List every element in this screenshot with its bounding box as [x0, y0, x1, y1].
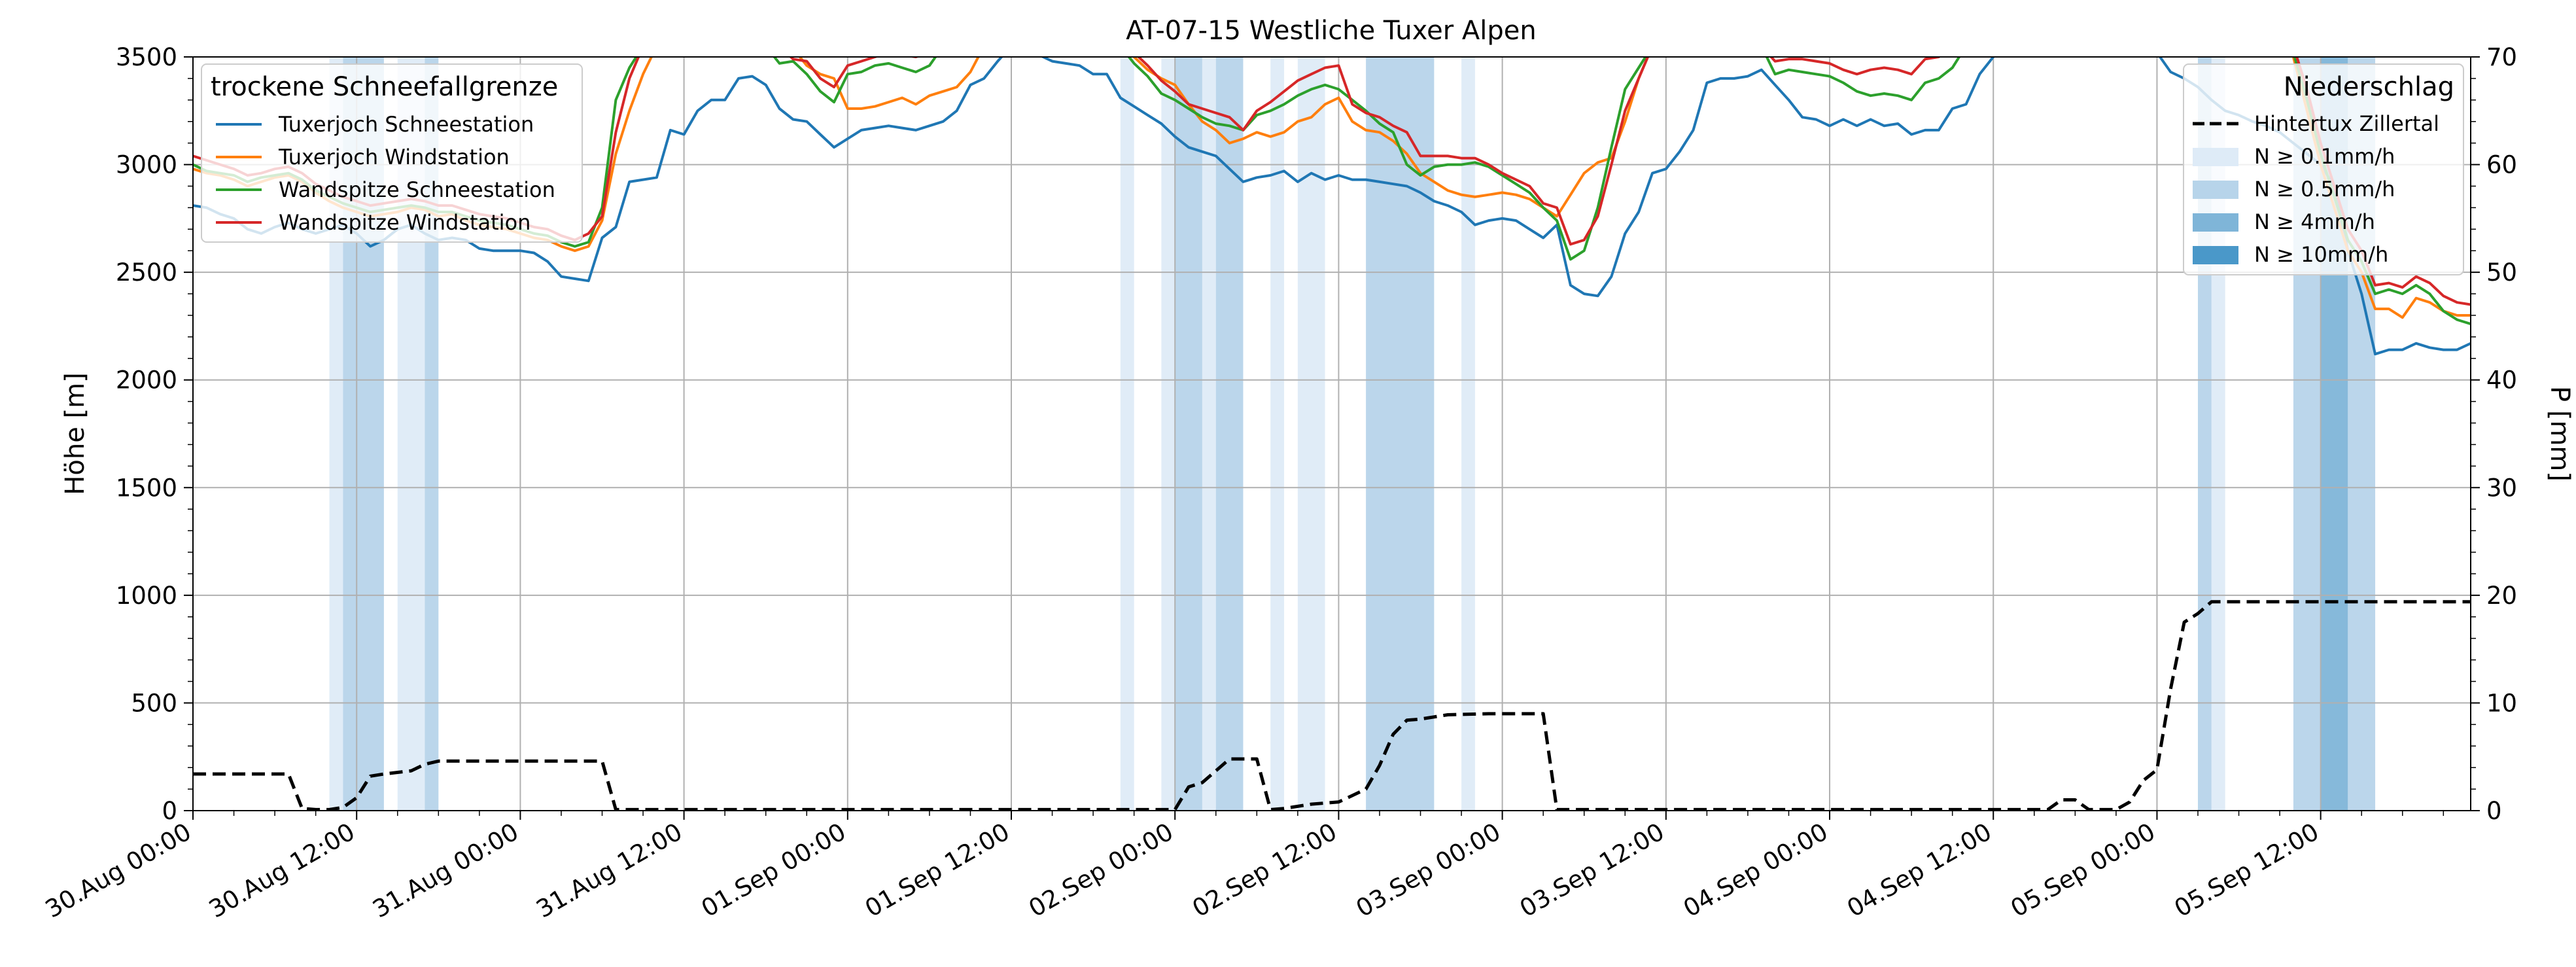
series-line-hintertux-zillertal	[193, 600, 2471, 811]
y-tick-label-3: 1500	[116, 474, 177, 502]
y-axis-title: Höhe [m]	[60, 372, 90, 495]
series-line-tuxerjoch-windstation	[193, 57, 2471, 319]
y-right-tick-label-5: 50	[2486, 258, 2517, 287]
y-tick-label-4: 2000	[116, 366, 177, 395]
legend-left: trockene Schneefallgrenze Tuxerjoch Schn…	[201, 63, 583, 243]
legend-left-title: trockene Schneefallgrenze	[211, 72, 558, 102]
y-right-tick-label-1: 10	[2486, 689, 2517, 717]
precip-bands	[329, 57, 2376, 811]
legend-label-hintertux: Hintertux Zillertal	[2254, 111, 2439, 136]
precip-band-5	[1161, 57, 1175, 811]
legend-label-n4: N ≥ 4mm/h	[2254, 209, 2375, 234]
precip-band-3	[425, 57, 439, 811]
legend-label-wandspitze-schnee: Wandspitze Schneestation	[279, 177, 555, 202]
precip-band-10	[1297, 57, 1325, 811]
precip-band-12	[1461, 57, 1475, 811]
legend-left-box	[201, 63, 583, 243]
legend-label-n05: N ≥ 0.5mm/h	[2254, 177, 2395, 202]
legend-swatch-n4	[2193, 213, 2238, 232]
y-right-tick-label-3: 30	[2486, 474, 2517, 502]
legend-label-tuxerjoch-wind: Tuxerjoch Windstation	[278, 145, 510, 169]
y-right-tick-label-7: 70	[2486, 43, 2517, 71]
precip-band-7	[1202, 57, 1216, 811]
y-right-tick-label-0: 0	[2486, 797, 2502, 825]
precip-band-4	[1120, 57, 1134, 811]
y-tick-label-6: 3000	[116, 151, 177, 179]
legend-right-title: Niederschlag	[2284, 72, 2454, 102]
y-right-tick-label-2: 20	[2486, 582, 2517, 610]
legend-swatch-n10	[2193, 246, 2238, 264]
legend-label-n10: N ≥ 10mm/h	[2254, 242, 2388, 267]
precip-band-9	[1270, 57, 1285, 811]
series-line-wandspitze-schneestation	[193, 57, 2471, 326]
y-tick-label-1: 500	[131, 689, 177, 717]
precip-band-8	[1215, 57, 1244, 811]
y-right-tick-label-6: 60	[2486, 151, 2517, 179]
series-line-tuxerjoch-schneestation	[193, 57, 2471, 356]
legend-swatch-n01	[2193, 148, 2238, 166]
y-right-tick-label-4: 40	[2486, 366, 2517, 395]
chart-title: AT-07-15 Westliche Tuxer Alpen	[1126, 16, 1536, 46]
legend-swatch-n05	[2193, 181, 2238, 199]
legend-right-box	[2183, 63, 2464, 275]
precip-band-11	[1366, 57, 1435, 811]
y-tick-label-0: 0	[162, 797, 177, 825]
legend-label-tuxerjoch-schnee: Tuxerjoch Schneestation	[278, 112, 534, 137]
y-tick-label-2: 1000	[116, 582, 177, 610]
precip-band-0	[329, 57, 343, 811]
legend-label-n01: N ≥ 0.1mm/h	[2254, 144, 2395, 169]
legend-label-wandspitze-wind: Wandspitze Windstation	[279, 210, 531, 235]
plot-frame	[192, 56, 2471, 811]
y-axis-right-title: P [mm]	[2545, 386, 2575, 482]
precip-band-6	[1175, 57, 1202, 811]
y-tick-label-5: 2500	[116, 258, 177, 287]
y-tick-label-7: 3500	[116, 43, 177, 71]
legend-right: Niederschlag Hintertux Zillertal N ≥ 0.1…	[2183, 63, 2464, 275]
